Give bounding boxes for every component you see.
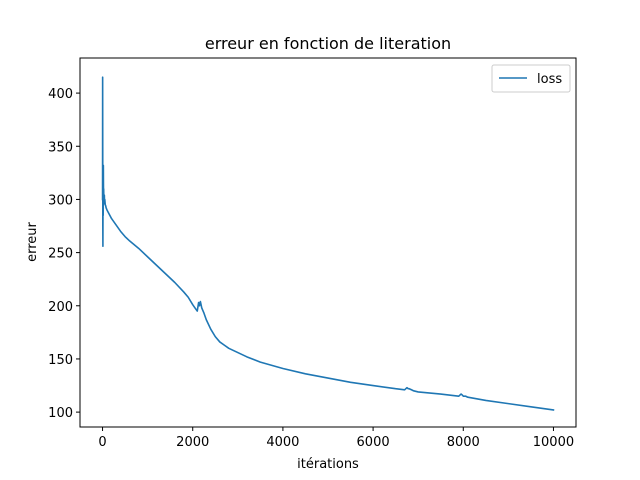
plot-area bbox=[101, 76, 555, 411]
x-tick-label: 4000 bbox=[266, 435, 299, 450]
y-tick-label: 350 bbox=[48, 140, 73, 155]
x-tick-label: 0 bbox=[98, 435, 106, 450]
legend-label-loss: loss bbox=[537, 72, 562, 87]
y-tick-label: 100 bbox=[48, 406, 73, 421]
y-axis-label: erreur bbox=[25, 221, 40, 261]
legend: loss bbox=[491, 64, 571, 93]
x-tick-label: 6000 bbox=[357, 435, 390, 450]
y-tick-label: 300 bbox=[48, 193, 73, 208]
series-line-loss bbox=[101, 76, 555, 411]
x-tick-label: 8000 bbox=[447, 435, 480, 450]
x-axis: 0 2000 4000 6000 8000 10000 bbox=[98, 427, 574, 450]
legend-box bbox=[491, 64, 571, 93]
x-axis-label: itérations bbox=[297, 457, 359, 472]
chart-title: erreur en fonction de literation bbox=[205, 34, 451, 53]
y-tick-label: 150 bbox=[48, 353, 73, 368]
y-tick-label: 200 bbox=[48, 300, 73, 315]
y-axis: 100 150 200 250 300 350 400 bbox=[48, 87, 80, 421]
y-tick-label: 400 bbox=[48, 87, 73, 102]
axes-frame bbox=[79, 57, 577, 428]
y-tick-label: 250 bbox=[48, 247, 73, 262]
x-tick-label: 2000 bbox=[176, 435, 209, 450]
x-tick-label: 10000 bbox=[533, 435, 574, 450]
